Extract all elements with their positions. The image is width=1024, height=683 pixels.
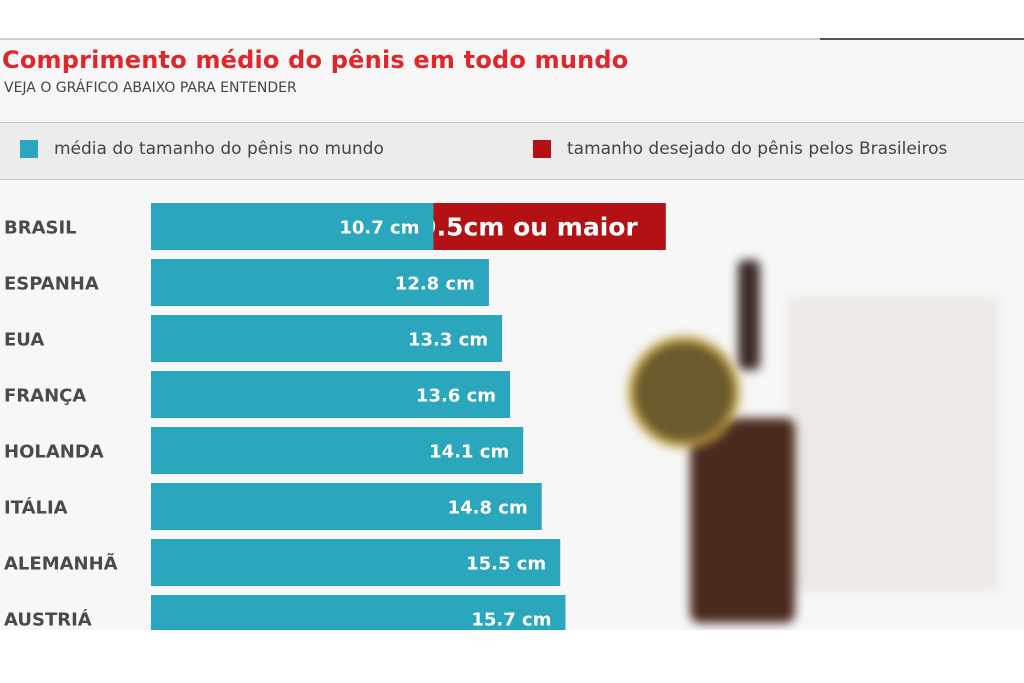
category-label: AUSTRIÁ [4,609,92,631]
blurred-certificate-image [790,298,997,590]
legend-item-world-average: média do tamanho do pênis no mundo [20,139,384,159]
bar-value-label: 12.8 cm [395,274,475,295]
category-label: BRASIL [4,218,77,239]
desired-bar-label: 19.5cm ou maior [402,213,639,242]
bar [151,371,511,418]
category-label: EUA [4,330,44,351]
blurred-seal-image [628,336,740,448]
top-border-accent [820,38,1024,40]
top-border [0,38,1024,40]
blurred-bottle-image [690,418,795,623]
bar-value-label: 14.8 cm [448,498,528,519]
legend-swatch-red [533,140,551,158]
category-label: ALEMANHÃ [4,552,118,575]
legend-label: média do tamanho do pênis no mundo [54,139,384,159]
bar-value-label: 10.7 cm [339,218,419,239]
bar [151,427,524,474]
bar [151,203,434,250]
legend-item-desired: tamanho desejado do pênis pelos Brasilei… [533,139,947,159]
bar [151,539,561,586]
bar-value-label: 13.6 cm [416,386,496,407]
category-label: ITÁLIA [4,497,68,519]
legend: média do tamanho do pênis no mundo taman… [0,122,1024,180]
bar [151,315,503,362]
chart-subtitle: VEJA O GRÁFICO ABAIXO PARA ENTENDER [4,80,297,96]
blurred-bottle-neck-image [738,260,760,370]
bar [151,259,489,306]
bar-value-label: 14.1 cm [429,442,509,463]
bar [151,483,542,530]
category-label: ESPANHA [4,274,99,295]
bar-value-label: 15.5 cm [466,554,546,575]
category-label: FRANÇA [4,386,86,407]
bar-value-label: 15.7 cm [471,610,551,631]
bar-value-label: 13.3 cm [408,330,488,351]
bar [151,595,566,630]
chart-frame: Comprimento médio do pênis em todo mundo… [0,38,1024,630]
legend-label: tamanho desejado do pênis pelos Brasilei… [567,139,948,159]
legend-swatch-teal [20,140,38,158]
chart-title: Comprimento médio do pênis em todo mundo [2,46,629,74]
category-label: HOLANDA [4,442,104,463]
